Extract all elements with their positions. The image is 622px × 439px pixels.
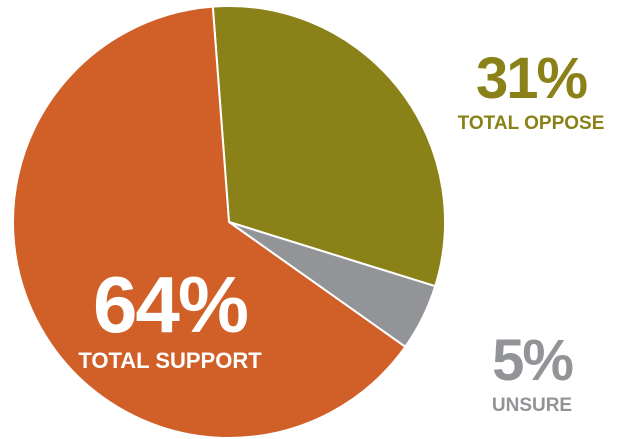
pie-slices: [12, 5, 446, 439]
slice-label-support-name: TOTAL SUPPORT: [78, 348, 262, 373]
slice-label-unsure-name: UNSURE: [491, 395, 573, 416]
slice-label-oppose-value: 31%: [475, 46, 588, 111]
legend-unsure: 5% UNSURE: [472, 328, 592, 416]
legend-oppose: 31% TOTAL OPPOSE: [448, 46, 614, 134]
slice-label-support-value: 64%: [93, 260, 248, 349]
pie-slice-total-support: [12, 5, 407, 439]
slice-label-oppose-name: TOTAL OPPOSE: [457, 113, 605, 134]
pie-slice-total-oppose: [211, 5, 446, 288]
slice-label-unsure-value: 5%: [492, 328, 574, 393]
